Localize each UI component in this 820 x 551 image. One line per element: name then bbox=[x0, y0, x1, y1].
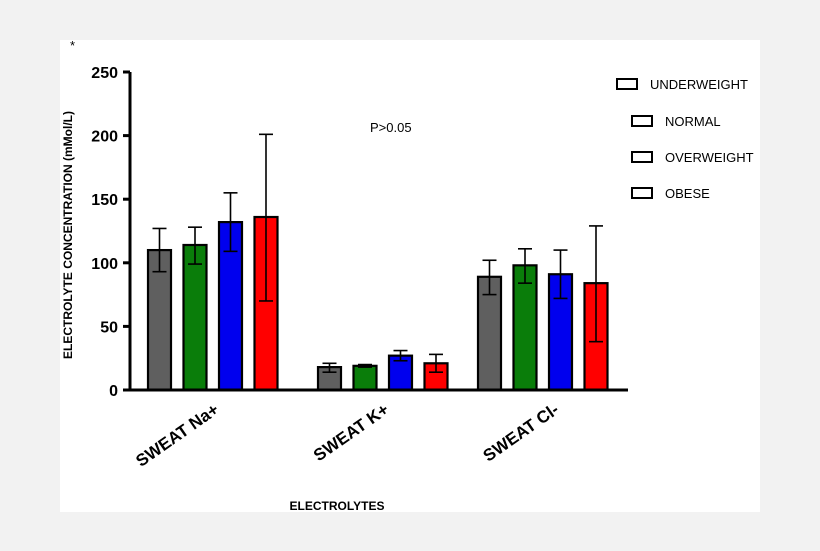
error-bar bbox=[518, 248, 532, 284]
legend-item: UNDERWEIGHT bbox=[616, 77, 748, 92]
error-bar bbox=[482, 259, 497, 296]
error-bars-layer bbox=[152, 133, 603, 373]
error-bar bbox=[152, 227, 167, 273]
legend-swatch bbox=[631, 115, 653, 127]
legend-label: OBESE bbox=[665, 186, 710, 201]
error-bar bbox=[429, 353, 443, 373]
legend-swatch bbox=[631, 151, 653, 163]
legend: UNDERWEIGHT NORMAL OVERWEIGHT OBESE bbox=[616, 77, 754, 201]
y-ticks-layer: 0 50 100 150 200 250 bbox=[91, 65, 130, 400]
legend-label: OVERWEIGHT bbox=[665, 150, 754, 165]
error-bar bbox=[223, 192, 238, 253]
bars-layer bbox=[146, 215, 609, 392]
bar bbox=[512, 264, 538, 392]
y-axis-title: ELECTROLYTE CONCENTRATION (mMol/L) bbox=[61, 111, 75, 359]
legend-swatch bbox=[616, 78, 638, 90]
error-bar bbox=[589, 225, 603, 343]
legend-swatch bbox=[631, 187, 653, 199]
legend-item: OVERWEIGHT bbox=[631, 150, 754, 165]
error-bar bbox=[322, 362, 337, 373]
error-bar bbox=[188, 226, 202, 265]
axes-layer bbox=[128, 72, 628, 392]
x-axis-title: ELECTROLYTES bbox=[290, 499, 385, 512]
bar-chart: 0 50 100 150 200 250 SWEAT Na+ SWEAT K+ SWEAT C… bbox=[61, 40, 754, 512]
y-tick-label: 50 bbox=[100, 319, 118, 336]
y-tick-label: 250 bbox=[91, 65, 118, 82]
category-label: SWEAT K+ bbox=[310, 400, 392, 466]
legend-item: NORMAL bbox=[631, 114, 721, 129]
bar bbox=[352, 364, 378, 392]
p-value-annotation: P>0.05 bbox=[370, 120, 412, 135]
legend-label: NORMAL bbox=[665, 114, 721, 129]
legend-label: UNDERWEIGHT bbox=[650, 77, 748, 92]
error-bar bbox=[259, 133, 273, 302]
y-tick-label: 150 bbox=[91, 192, 118, 209]
error-bar bbox=[393, 349, 408, 362]
category-labels-layer: SWEAT Na+ SWEAT K+ SWEAT Cl- bbox=[132, 400, 562, 471]
bar bbox=[182, 243, 208, 392]
asterisk-annotation: * bbox=[70, 40, 75, 53]
y-tick-label: 0 bbox=[109, 383, 118, 400]
chart-canvas: 0 50 100 150 200 250 SWEAT Na+ SWEAT K+ SWEAT C… bbox=[60, 40, 760, 512]
y-tick-label: 200 bbox=[91, 129, 118, 146]
y-tick-label: 100 bbox=[91, 256, 118, 273]
legend-item: OBESE bbox=[631, 186, 710, 201]
error-bar bbox=[553, 249, 568, 300]
error-bar bbox=[358, 363, 372, 368]
category-label: SWEAT Na+ bbox=[132, 400, 222, 471]
category-label: SWEAT Cl- bbox=[480, 400, 563, 466]
